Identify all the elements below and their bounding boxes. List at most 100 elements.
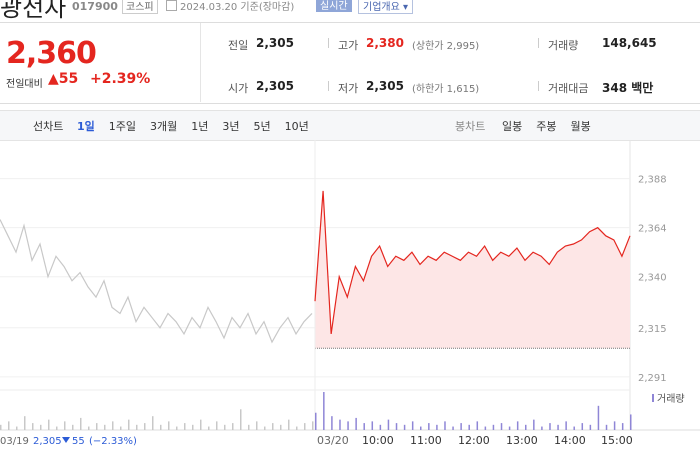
y-tick-label: 2,340: [638, 273, 667, 284]
change-label: 전일대비: [6, 79, 43, 90]
volume-bar: [168, 421, 170, 430]
volume-bar: [88, 426, 90, 430]
volume-bar: [8, 421, 10, 430]
tab-bar: [0, 110, 700, 141]
prev-date: 03/19: [0, 436, 29, 447]
volume-bar: [128, 419, 130, 430]
volume-bar: [468, 424, 470, 430]
volume-bar: [120, 426, 122, 430]
volume-bar: [240, 409, 242, 430]
field-note: (상한가 2,995): [412, 41, 480, 52]
volume-bar: [24, 416, 26, 430]
volume-bar: [371, 421, 374, 430]
volume-bar: [200, 419, 202, 430]
company-button[interactable]: 기업개요 ▾: [358, 0, 414, 14]
volume-bar: [288, 419, 290, 430]
field-label: 거래대금: [548, 82, 589, 95]
field-label: 전일: [228, 39, 249, 52]
volume-legend-swatch: [652, 394, 654, 402]
change: ▲55: [48, 71, 79, 87]
x-tick-label: 12:00: [458, 434, 490, 447]
volume-bar: [0, 424, 2, 430]
tab[interactable]: 1년: [191, 120, 209, 133]
col-sep: [328, 81, 329, 91]
volume-bar: [216, 421, 218, 430]
y-tick-label: 2,388: [638, 175, 667, 186]
volume-bar: [136, 424, 138, 430]
y-tick-label: 2,364: [638, 224, 667, 235]
tab-label: 선차트: [33, 120, 64, 133]
volume-bar: [484, 426, 487, 430]
x-tick-label: 14:00: [554, 434, 586, 447]
y-tick-label: 2,315: [638, 324, 667, 335]
price-line: [314, 190, 631, 334]
company-text: 기업개요: [363, 2, 400, 13]
tab[interactable]: 10년: [284, 120, 309, 133]
volume-bar: [16, 426, 18, 430]
volume-bar: [224, 424, 226, 430]
volume-bar: [460, 423, 462, 430]
volume-bar: [248, 424, 250, 430]
volume-bar: [96, 423, 98, 430]
quote-box: [0, 22, 700, 104]
tab[interactable]: 월봉: [570, 120, 591, 133]
tab[interactable]: 주봉: [536, 120, 557, 133]
tab[interactable]: 1일: [77, 120, 95, 133]
volume-bar: [436, 424, 438, 430]
tab[interactable]: 일봉: [502, 120, 523, 133]
volume-bar: [48, 419, 50, 430]
field-value: 2,305: [256, 36, 294, 50]
realtime-button[interactable]: 실시간: [316, 0, 352, 12]
volume-bar: [184, 423, 186, 430]
volume-bar: [411, 421, 414, 430]
volume-legend: 거래량: [657, 393, 685, 405]
volume-bar: [40, 424, 42, 430]
volume-bar: [208, 426, 210, 430]
volume-bar: [323, 392, 325, 430]
y-tick-label: 2,291: [638, 373, 667, 384]
volume-bar: [176, 426, 178, 430]
tab[interactable]: 3년: [222, 120, 240, 133]
field-value: 348 백만: [602, 81, 654, 95]
volume-bar: [581, 423, 584, 430]
volume-bar: [630, 414, 632, 430]
volume-bar: [296, 426, 298, 430]
volume-bar: [589, 424, 592, 430]
col-sep: [538, 38, 539, 48]
area: [315, 190, 630, 349]
volume-bar: [597, 405, 600, 430]
tab[interactable]: 3개월: [150, 120, 178, 133]
prev-close: 2,305: [33, 436, 62, 447]
x-tick-label: 10:00: [362, 434, 394, 447]
change-value: 55: [58, 71, 79, 87]
volume-bar: [144, 423, 146, 430]
volume-bar: [355, 417, 357, 430]
volume-bar: [557, 424, 559, 430]
volume-bar: [403, 424, 406, 430]
tab[interactable]: 1주일: [108, 120, 137, 133]
tab[interactable]: 5년: [253, 120, 271, 133]
x-tick-label: 11:00: [410, 434, 442, 447]
volume-bar: [565, 421, 567, 430]
volume-bar: [605, 424, 608, 430]
volume-bar: [533, 419, 535, 430]
volume-bar: [387, 419, 390, 430]
price-line: [0, 219, 313, 344]
volume-bar: [395, 423, 398, 430]
volume-bar: [347, 421, 349, 430]
volume-bar: [331, 416, 333, 430]
volume-bar: [80, 417, 82, 430]
prev-change: 55: [72, 436, 85, 447]
x-tick-label: 13:00: [506, 434, 538, 447]
field-value: 2,305: [366, 79, 404, 93]
volume-bar: [379, 424, 382, 430]
volume-bar: [492, 424, 495, 430]
down-triangle: [62, 437, 70, 443]
volume-bar: [444, 421, 446, 430]
volume-bar: [315, 412, 317, 430]
volume-bar: [32, 423, 34, 430]
field-label: 고가: [338, 39, 359, 52]
stock-code: 017900: [72, 0, 118, 13]
volume-bar: [363, 423, 365, 430]
